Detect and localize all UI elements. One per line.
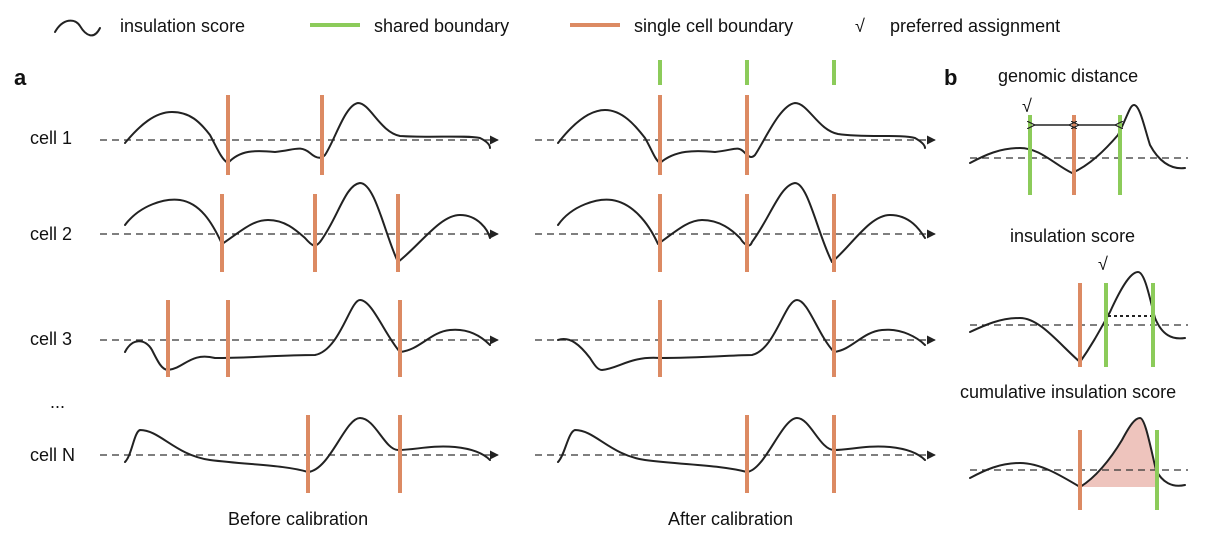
genomic-distance-title: genomic distance bbox=[998, 66, 1138, 86]
before-calibration-panel: Before calibration bbox=[100, 95, 499, 529]
panel-a-label: a bbox=[14, 65, 27, 90]
panel-b-label: b bbox=[944, 65, 957, 90]
caption-before: Before calibration bbox=[228, 509, 368, 529]
row-label-cell-n: cell N bbox=[30, 445, 75, 465]
cumulative-score-title: cumulative insulation score bbox=[960, 382, 1176, 402]
legend-shared-label: shared boundary bbox=[374, 16, 509, 36]
insulation-legend-icon bbox=[54, 19, 101, 37]
row-label-cell-1: cell 1 bbox=[30, 128, 72, 148]
row-label-cell-3: cell 3 bbox=[30, 329, 72, 349]
caption-after: After calibration bbox=[668, 509, 793, 529]
check-legend-icon: √ bbox=[855, 16, 865, 36]
legend-insulation-label: insulation score bbox=[120, 16, 245, 36]
insulation-curve bbox=[969, 104, 1186, 174]
legend-single-label: single cell boundary bbox=[634, 16, 793, 36]
check-mark-icon: √ bbox=[1022, 96, 1032, 116]
insulation-curve bbox=[557, 299, 926, 371]
insulation-curve bbox=[557, 182, 926, 263]
legend-preferred-label: preferred assignment bbox=[890, 16, 1060, 36]
insulation-score-title: insulation score bbox=[1010, 226, 1135, 246]
cumulative-area bbox=[1080, 418, 1156, 487]
insulation-curve bbox=[557, 417, 926, 473]
row-label-cell-2: cell 2 bbox=[30, 224, 72, 244]
insulation-curve bbox=[557, 102, 926, 164]
panel-b: genomic distance √ insulation score √ cu… bbox=[960, 66, 1188, 510]
insulation-curve bbox=[124, 417, 491, 473]
after-calibration-panel: After calibration bbox=[535, 60, 936, 529]
check-mark-icon: √ bbox=[1098, 254, 1108, 274]
insulation-curve bbox=[124, 102, 491, 164]
insulation-curve bbox=[124, 299, 491, 371]
insulation-curve bbox=[124, 182, 491, 263]
row-label-ellipsis: ... bbox=[50, 392, 65, 412]
legend: insulation score shared boundary single … bbox=[54, 16, 1060, 37]
